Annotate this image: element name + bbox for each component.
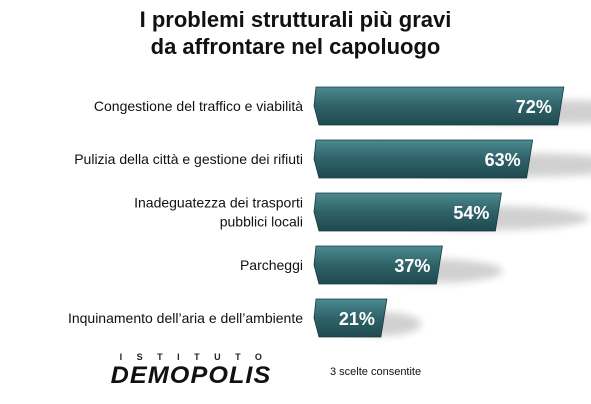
logo-demopolis: DEMOPOLIS <box>110 362 272 389</box>
demopolis-logo: ISTITUTO DEMOPOLIS <box>100 352 282 389</box>
logo-istituto: ISTITUTO <box>119 352 277 362</box>
data-label: 21% <box>339 309 375 329</box>
category-label: Inquinamento dell’aria e dell’ambiente <box>68 310 303 326</box>
category-label: Inadeguatezza dei trasporti <box>134 195 303 211</box>
chart-title: I problemi strutturali più gravi da affr… <box>0 6 591 60</box>
bar <box>313 86 565 126</box>
chart-title-line2: da affrontare nel capoluogo <box>150 34 441 59</box>
bar <box>313 245 443 285</box>
data-label: 72% <box>516 97 552 117</box>
data-label: 37% <box>394 256 430 276</box>
data-label: 63% <box>485 150 521 170</box>
bar <box>313 139 534 179</box>
category-label: Congestione del traffico e viabilità <box>94 98 303 114</box>
bar <box>313 192 502 232</box>
category-label: pubblici locali <box>220 214 303 230</box>
category-label: Pulizia della città e gestione dei rifiu… <box>74 151 303 167</box>
bar <box>313 298 388 338</box>
chart-title-line1: I problemi strutturali più gravi <box>139 7 452 32</box>
data-label: 54% <box>453 203 489 223</box>
category-label: Parcheggi <box>240 257 303 273</box>
footnote: 3 scelte consentite <box>330 366 422 378</box>
